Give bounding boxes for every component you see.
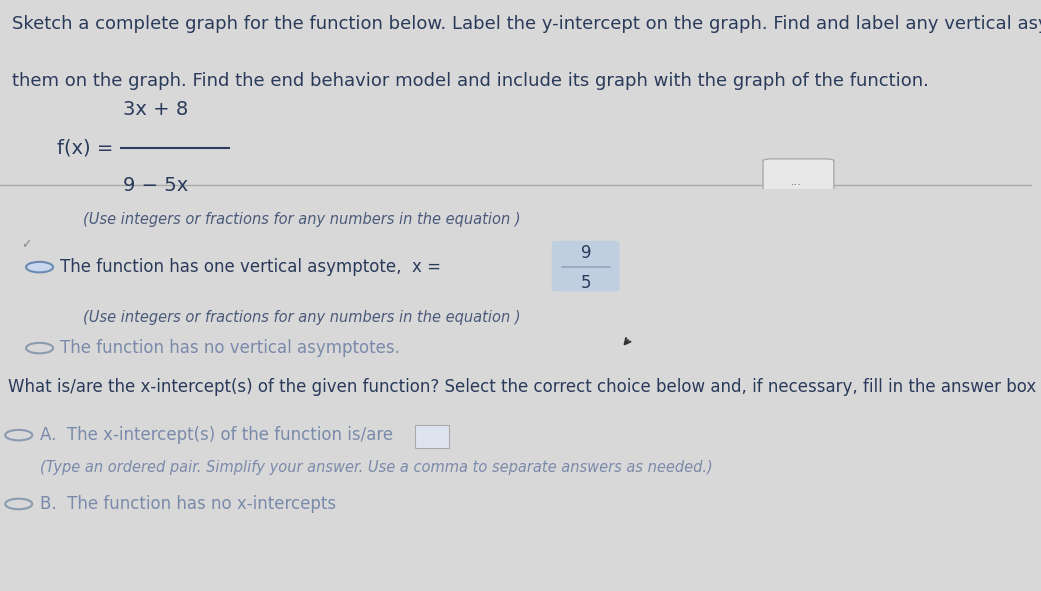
Text: The function has no vertical asymptotes.: The function has no vertical asymptotes. [60,339,400,357]
Text: 3x + 8: 3x + 8 [123,100,188,119]
Text: 9 − 5x: 9 − 5x [123,176,188,195]
Text: B.  The function has no x-intercepts: B. The function has no x-intercepts [40,495,335,513]
Text: The function has one vertical asymptote,  x =: The function has one vertical asymptote,… [60,258,441,276]
Circle shape [26,262,53,272]
Text: Sketch a complete graph for the function below. Label the y-intercept on the gra: Sketch a complete graph for the function… [12,15,1041,33]
Text: ✓: ✓ [21,238,31,251]
Text: 9: 9 [581,244,591,262]
Text: ···: ··· [791,180,802,190]
Text: What is/are the x-intercept(s) of the given function? Select the correct choice : What is/are the x-intercept(s) of the gi… [8,378,1041,395]
Text: (Use integers or fractions for any numbers in the equation ): (Use integers or fractions for any numbe… [83,213,520,228]
Text: 5: 5 [581,274,591,291]
Text: f(x) =: f(x) = [57,138,113,157]
Text: A.  The x-intercept(s) of the function is/are: A. The x-intercept(s) of the function is… [40,426,392,444]
FancyBboxPatch shape [552,241,619,291]
Text: them on the graph. Find the end behavior model and include its graph with the gr: them on the graph. Find the end behavior… [12,72,930,90]
Text: (Use integers or fractions for any numbers in the equation ): (Use integers or fractions for any numbe… [83,310,520,324]
FancyBboxPatch shape [415,424,449,448]
FancyBboxPatch shape [763,159,834,212]
Text: (Type an ordered pair. Simplify your answer. Use a comma to separate answers as : (Type an ordered pair. Simplify your ans… [40,460,712,475]
